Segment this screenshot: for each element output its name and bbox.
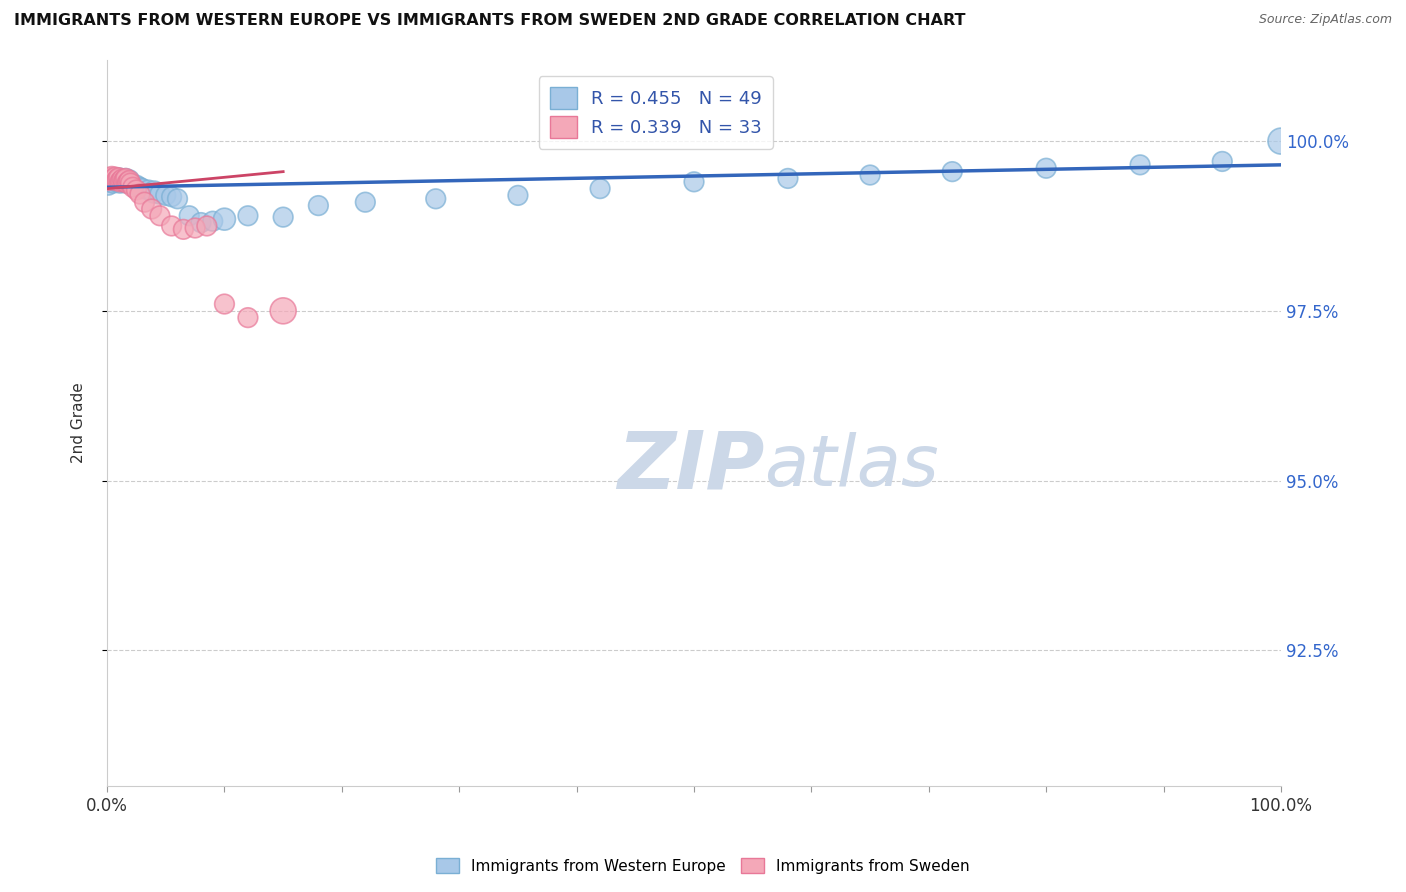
Point bbox=[122, 178, 145, 192]
Point bbox=[307, 198, 329, 212]
Point bbox=[160, 219, 183, 233]
Point bbox=[122, 180, 145, 194]
Point bbox=[941, 164, 963, 178]
Point bbox=[100, 170, 122, 185]
Point bbox=[105, 173, 128, 187]
Point bbox=[108, 170, 131, 185]
Point bbox=[101, 173, 124, 187]
Point bbox=[271, 210, 294, 224]
Point bbox=[111, 172, 134, 186]
Point bbox=[129, 187, 152, 202]
Point bbox=[115, 171, 138, 186]
Point bbox=[97, 173, 120, 187]
Point bbox=[103, 173, 125, 187]
Point bbox=[1211, 154, 1233, 169]
Point bbox=[104, 172, 127, 186]
Point bbox=[103, 171, 125, 186]
Point bbox=[201, 214, 224, 228]
Point bbox=[425, 192, 447, 206]
Point bbox=[107, 172, 129, 186]
Text: Source: ZipAtlas.com: Source: ZipAtlas.com bbox=[1258, 13, 1392, 27]
Point bbox=[776, 171, 799, 186]
Point bbox=[120, 176, 142, 190]
Point bbox=[149, 187, 172, 202]
Legend: R = 0.455   N = 49, R = 0.339   N = 33: R = 0.455 N = 49, R = 0.339 N = 33 bbox=[538, 76, 773, 149]
Text: atlas: atlas bbox=[765, 432, 939, 501]
Text: IMMIGRANTS FROM WESTERN EUROPE VS IMMIGRANTS FROM SWEDEN 2ND GRADE CORRELATION C: IMMIGRANTS FROM WESTERN EUROPE VS IMMIGR… bbox=[14, 13, 966, 29]
Point bbox=[100, 173, 122, 187]
Point bbox=[125, 178, 148, 193]
Point bbox=[1270, 134, 1292, 148]
Point bbox=[149, 209, 172, 223]
Point bbox=[236, 209, 259, 223]
Point bbox=[104, 170, 127, 185]
Point bbox=[125, 183, 148, 197]
Point bbox=[236, 310, 259, 325]
Point bbox=[131, 181, 153, 195]
Point bbox=[143, 185, 166, 199]
Point bbox=[506, 188, 529, 202]
Point bbox=[108, 176, 131, 190]
Point bbox=[111, 172, 134, 186]
Point bbox=[859, 168, 882, 182]
Point bbox=[118, 173, 141, 187]
Point bbox=[97, 178, 120, 193]
Point bbox=[115, 176, 138, 190]
Legend: Immigrants from Western Europe, Immigrants from Sweden: Immigrants from Western Europe, Immigran… bbox=[430, 852, 976, 880]
Point bbox=[107, 173, 129, 187]
Point bbox=[195, 219, 218, 233]
Point bbox=[101, 176, 124, 190]
Point bbox=[160, 190, 183, 204]
Point bbox=[117, 175, 139, 189]
Point bbox=[114, 173, 136, 187]
Point bbox=[271, 303, 294, 318]
Point bbox=[1035, 161, 1057, 176]
Point bbox=[118, 173, 141, 187]
Point bbox=[112, 176, 135, 190]
Point bbox=[141, 202, 163, 216]
Point bbox=[114, 173, 136, 187]
Point bbox=[172, 222, 194, 236]
Point bbox=[110, 173, 132, 187]
Point bbox=[108, 170, 131, 185]
Point bbox=[98, 175, 121, 189]
Point bbox=[1129, 158, 1152, 172]
Text: ZIP: ZIP bbox=[617, 427, 765, 506]
Point bbox=[98, 172, 121, 186]
Point bbox=[100, 171, 122, 186]
Point bbox=[214, 297, 236, 311]
Y-axis label: 2nd Grade: 2nd Grade bbox=[72, 383, 86, 463]
Point bbox=[105, 175, 128, 189]
Point bbox=[110, 174, 132, 188]
Point bbox=[166, 192, 188, 206]
Point bbox=[134, 195, 156, 210]
Point bbox=[214, 212, 236, 227]
Point bbox=[115, 171, 138, 186]
Point bbox=[115, 176, 138, 190]
Point bbox=[354, 195, 377, 210]
Point bbox=[683, 175, 706, 189]
Point bbox=[184, 221, 207, 235]
Point bbox=[136, 183, 159, 197]
Point bbox=[112, 174, 135, 188]
Point bbox=[589, 181, 612, 195]
Point bbox=[100, 169, 122, 184]
Point bbox=[108, 175, 131, 189]
Point bbox=[155, 188, 177, 202]
Point bbox=[129, 180, 152, 194]
Point bbox=[117, 175, 139, 189]
Point bbox=[120, 176, 142, 190]
Point bbox=[179, 209, 201, 223]
Point bbox=[190, 216, 212, 230]
